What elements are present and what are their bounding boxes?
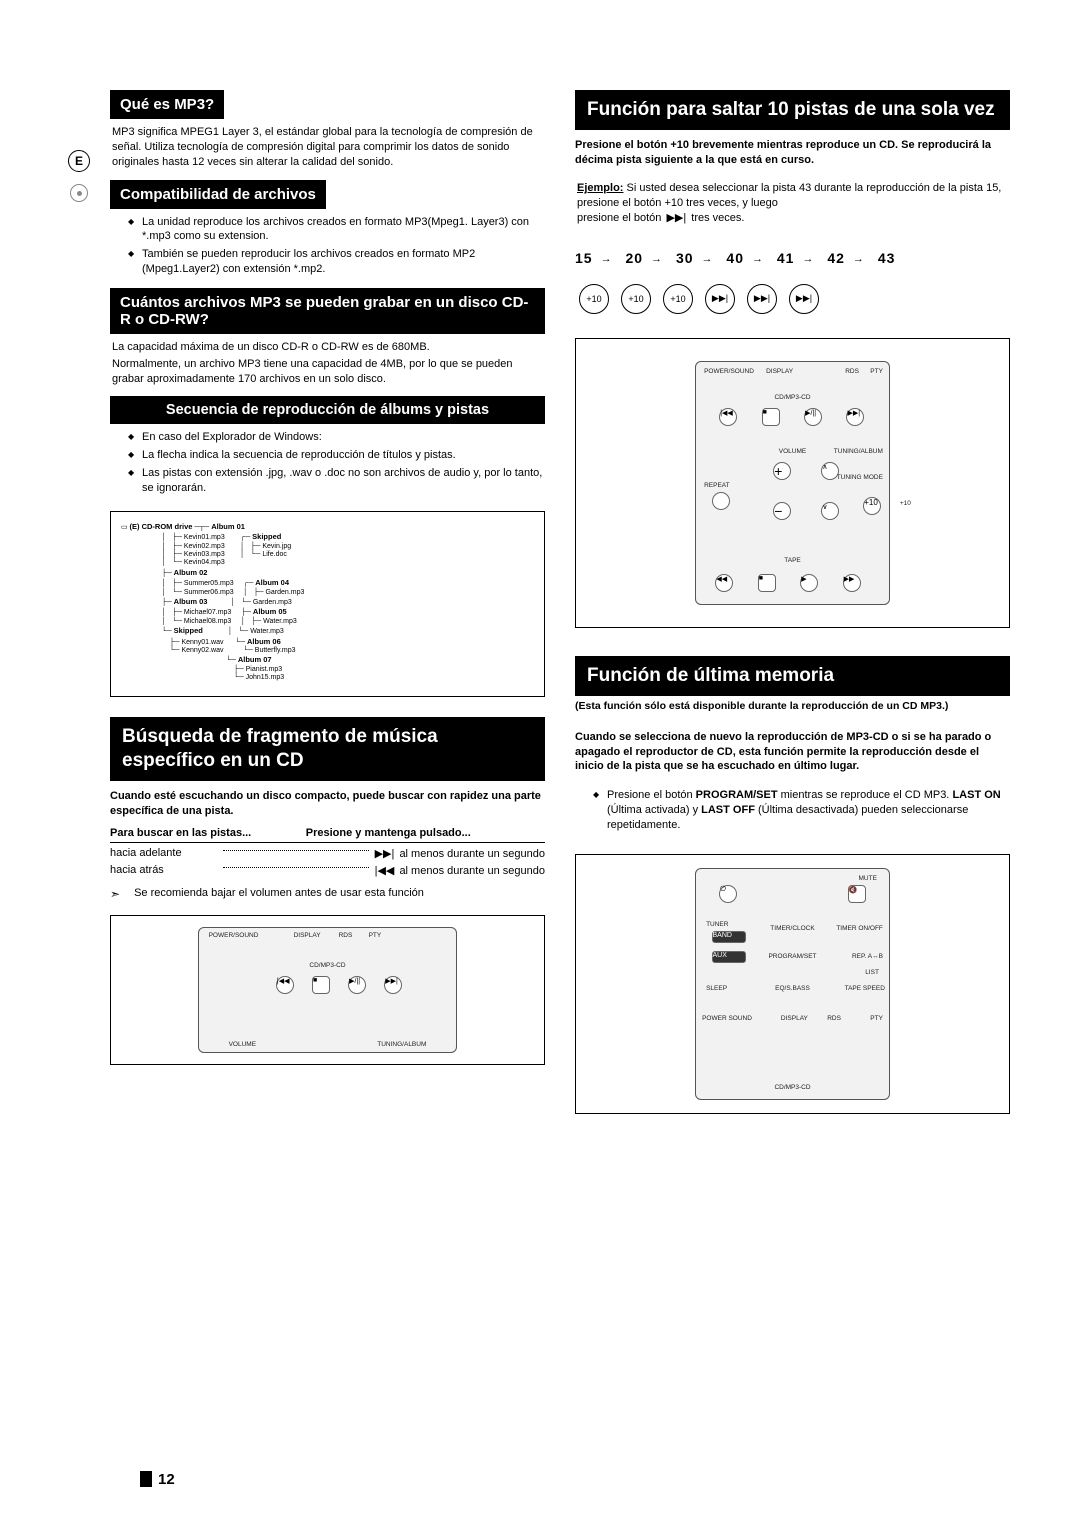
cell-value: ▶▶| al menos durante un segundo: [373, 847, 545, 860]
list-ultima: Presione el botón PROGRAM/SET mientras s…: [575, 782, 1010, 844]
cell-value: |◀◀ al menos durante un segundo: [373, 864, 545, 877]
plus-10-button[interactable]: +10: [621, 284, 651, 314]
remote-diagram-3: MUTE ⏻ 🔇 TUNER BAND TIMER/CLOCK TIMER ON…: [575, 854, 1010, 1114]
cell-label: hacia atrás: [110, 864, 219, 876]
page-number: 12: [140, 1471, 175, 1488]
table-header: Presione y mantenga pulsado...: [306, 827, 471, 839]
list-item: La unidad reproduce los archivos creados…: [132, 215, 545, 245]
heading-secuencia: Secuencia de reproducción de álbums y pi…: [110, 396, 545, 424]
next-track-icon: ▶▶|: [375, 848, 395, 860]
next-button[interactable]: ▶▶|: [384, 976, 402, 994]
tape-rew-button[interactable]: ◀◀: [715, 574, 733, 592]
remote-shell: POWER/SOUND DISPLAY RDS PTY CD/MP3-CD |◀…: [695, 361, 890, 606]
text-ultima-intro: Cuando se selecciona de nuevo la reprodu…: [575, 730, 1010, 775]
vol-down-button[interactable]: −: [773, 502, 791, 520]
list-item: Presione el botón PROGRAM/SET mientras s…: [597, 788, 1010, 833]
marker-dot-icon: [70, 184, 88, 202]
cell-label: hacia adelante: [110, 847, 219, 859]
list-item: También se pueden reproducir los archivo…: [132, 247, 545, 277]
next-button[interactable]: ▶▶|: [846, 408, 864, 426]
stop-button[interactable]: ■: [312, 976, 330, 994]
aux-button[interactable]: AUX: [712, 951, 746, 963]
text-ejemplo: Ejemplo: Si usted desea seleccionar la p…: [575, 175, 1010, 236]
tape-ff-button[interactable]: ▶▶: [843, 574, 861, 592]
heading-ultima-memoria: Función de última memoria: [575, 656, 1010, 696]
subnote-ultima: (Esta función sólo está disponible duran…: [575, 700, 1010, 712]
search-table: Para buscar en las pistas... Presione y …: [110, 827, 545, 877]
next-track-button[interactable]: ▶▶|: [789, 284, 819, 314]
vol-up-button[interactable]: +: [773, 462, 791, 480]
prev-button[interactable]: |◀◀: [719, 408, 737, 426]
prev-button[interactable]: |◀◀: [276, 976, 294, 994]
text-saltar-intro: Presione el botón +10 brevemente mientra…: [575, 138, 1010, 168]
remote-diagram-1: POWER/SOUND DISPLAY RDS PTY CD/MP3-CD |◀…: [110, 915, 545, 1065]
stop-button[interactable]: ■: [762, 408, 780, 426]
table-row: hacia adelante ▶▶| al menos durante un s…: [110, 847, 545, 860]
button-sequence: +10 +10 +10 ▶▶| ▶▶| ▶▶|: [579, 284, 1010, 314]
remote-diagram-2: POWER/SOUND DISPLAY RDS PTY CD/MP3-CD |◀…: [575, 338, 1010, 628]
repeat-button[interactable]: [712, 492, 730, 510]
mute-button[interactable]: 🔇: [848, 885, 866, 903]
folder-tree-diagram: ▭ (E) CD-ROM drive ─┬─ Album 01 │ ├─ Kev…: [110, 511, 545, 698]
list-item: En caso del Explorador de Windows:: [132, 430, 545, 445]
note-volume: Se recomienda bajar el volumen antes de …: [110, 887, 545, 901]
marker-e-icon: E: [68, 150, 90, 172]
text-capacidad-1: La capacidad máxima de un disco CD-R o C…: [110, 334, 545, 357]
list-item: La flecha indica la secuencia de reprodu…: [132, 448, 545, 463]
right-column: Función para saltar 10 pistas de una sol…: [575, 90, 1010, 1114]
remote-shell: POWER/SOUND DISPLAY RDS PTY CD/MP3-CD |◀…: [198, 927, 458, 1053]
next-track-icon: ▶▶|: [666, 212, 686, 224]
list-compatibilidad: La unidad reproduce los archivos creados…: [110, 209, 545, 288]
tuning-down-button[interactable]: ∨: [821, 502, 839, 520]
plus-10-button[interactable]: +10: [579, 284, 609, 314]
text-busqueda-intro: Cuando esté escuchando un disco compacto…: [110, 789, 545, 819]
table-row: hacia atrás |◀◀ al menos durante un segu…: [110, 864, 545, 877]
heading-busqueda: Búsqueda de fragmento de música específi…: [110, 717, 545, 781]
heading-que-es-mp3: Qué es MP3?: [110, 90, 224, 119]
play-pause-button[interactable]: ▶/||: [804, 408, 822, 426]
tape-play-button[interactable]: ▶: [800, 574, 818, 592]
language-markers: E: [68, 150, 90, 202]
next-track-button[interactable]: ▶▶|: [747, 284, 777, 314]
left-column: Qué es MP3? MP3 significa MPEG1 Layer 3,…: [70, 90, 545, 1114]
heading-saltar-10: Función para saltar 10 pistas de una sol…: [575, 90, 1010, 130]
tape-stop-button[interactable]: ■: [758, 574, 776, 592]
heading-cuantos-archivos: Cuántos archivos MP3 se pueden grabar en…: [110, 288, 545, 334]
band-button[interactable]: BAND: [712, 931, 746, 943]
next-track-button[interactable]: ▶▶|: [705, 284, 735, 314]
plus-10-button[interactable]: +10: [863, 497, 881, 515]
remote-shell: MUTE ⏻ 🔇 TUNER BAND TIMER/CLOCK TIMER ON…: [695, 868, 890, 1100]
list-item: Las pistas con extensión .jpg, .wav o .d…: [132, 466, 545, 496]
plus-10-button[interactable]: +10: [663, 284, 693, 314]
prev-track-icon: |◀◀: [375, 865, 395, 877]
power-button[interactable]: ⏻: [719, 885, 737, 903]
list-secuencia: En caso del Explorador de Windows: La fl…: [110, 424, 545, 506]
heading-compatibilidad: Compatibilidad de archivos: [110, 180, 326, 209]
track-sequence: 15→ 20→ 30→ 40→ 41→ 42→ 43: [575, 250, 1010, 266]
tree-content: ▭ (E) CD-ROM drive ─┬─ Album 01 │ ├─ Kev…: [119, 522, 536, 683]
table-header: Para buscar en las pistas...: [110, 827, 306, 839]
text-capacidad-2: Normalmente, un archivo MP3 tiene una ca…: [110, 357, 545, 397]
play-pause-button[interactable]: ▶/||: [348, 976, 366, 994]
text-que-es-mp3: MP3 significa MPEG1 Layer 3, el estándar…: [110, 119, 545, 180]
